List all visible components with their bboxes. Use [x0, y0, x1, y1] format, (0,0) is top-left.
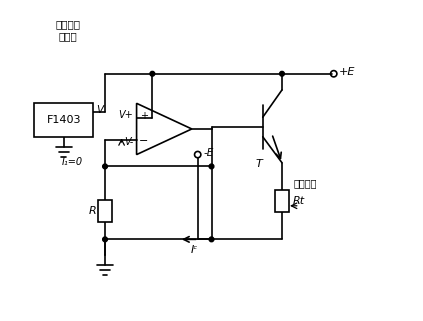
Text: I₁=0: I₁=0: [62, 157, 83, 167]
Text: Rt: Rt: [293, 196, 305, 206]
FancyBboxPatch shape: [34, 103, 93, 137]
Text: -E: -E: [203, 148, 214, 158]
Text: T: T: [255, 160, 262, 169]
Text: Iᶜ: Iᶜ: [191, 245, 198, 256]
Text: V+: V+: [119, 109, 133, 119]
FancyBboxPatch shape: [275, 190, 289, 212]
Text: R: R: [88, 206, 96, 216]
Text: 精密基准
电压源: 精密基准 电压源: [55, 20, 80, 41]
Circle shape: [280, 71, 284, 76]
Text: 霍尔元件: 霍尔元件: [293, 178, 316, 188]
Circle shape: [209, 164, 214, 169]
Text: V: V: [96, 105, 104, 115]
Text: −: −: [139, 136, 148, 146]
FancyBboxPatch shape: [98, 200, 112, 221]
Text: +: +: [140, 111, 148, 121]
Circle shape: [209, 237, 214, 242]
Circle shape: [103, 237, 107, 242]
Text: +E: +E: [339, 67, 355, 77]
Circle shape: [150, 71, 155, 76]
Text: V-: V-: [124, 137, 133, 147]
Circle shape: [103, 164, 107, 169]
Text: F1403: F1403: [47, 115, 81, 125]
